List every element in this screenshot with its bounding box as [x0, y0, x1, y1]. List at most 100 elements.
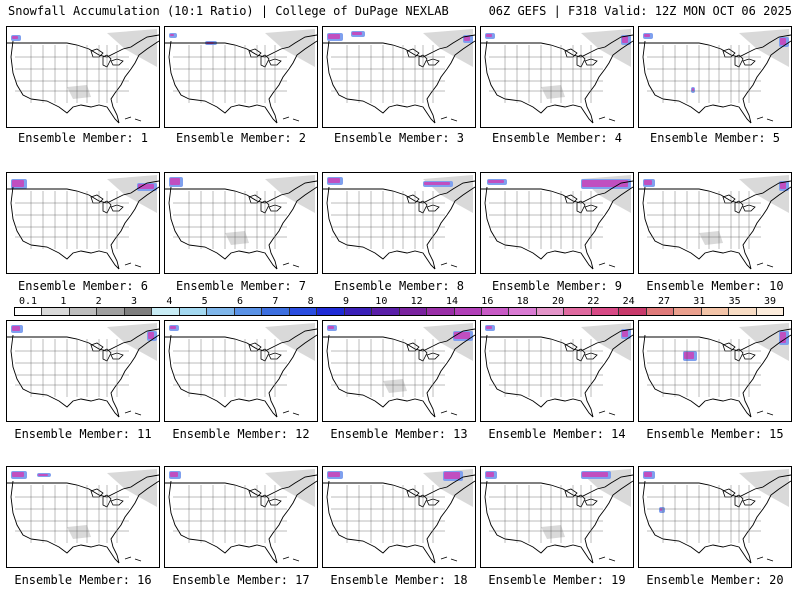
colorbar-tick-label: 24 — [622, 296, 635, 307]
colorbar-swatch — [619, 308, 647, 315]
colorbar-swatch — [674, 308, 702, 315]
ensemble-map-panel — [480, 320, 634, 422]
colorbar-swatch — [701, 308, 730, 315]
colorbar-swatch — [69, 308, 98, 315]
ensemble-map-panel — [322, 172, 476, 274]
conus-map — [323, 469, 475, 564]
ensemble-member-label: Ensemble Member: 8 — [333, 279, 465, 293]
ensemble-map-panel — [164, 172, 318, 274]
ensemble-map-panel — [164, 320, 318, 422]
ensemble-member-label: Ensemble Member: 15 — [646, 427, 784, 441]
colorbar-tick-label: 22 — [587, 296, 600, 307]
conus-map — [7, 469, 159, 564]
colorbar-swatch — [372, 308, 400, 315]
ensemble-member-label: Ensemble Member: 3 — [333, 131, 465, 145]
colorbar-tick-label: 39 — [763, 296, 777, 307]
colorbar-swatch — [42, 308, 70, 315]
colorbar-swatch — [179, 308, 208, 315]
ensemble-member-label: Ensemble Member: 19 — [488, 573, 626, 587]
colorbar-tick-label: 20 — [551, 296, 565, 307]
ensemble-map-panel — [6, 320, 160, 422]
colorbar-tick-label: 2 — [95, 296, 102, 307]
colorbar-swatch — [564, 308, 592, 315]
colorbar-swatch — [427, 308, 455, 315]
colorbar-tick-label: 3 — [130, 296, 138, 307]
colorbar-swatch — [289, 308, 318, 315]
ensemble-member-label: Ensemble Member: 1 — [17, 131, 149, 145]
ensemble-member-label: Ensemble Member: 2 — [175, 131, 307, 145]
conus-map — [323, 29, 475, 124]
conus-map — [639, 175, 791, 270]
colorbar-swatch — [591, 308, 620, 315]
conus-map — [7, 29, 159, 124]
ensemble-map-panel — [164, 466, 318, 568]
ensemble-map-panel — [6, 466, 160, 568]
ensemble-member-label: Ensemble Member: 5 — [649, 131, 781, 145]
colorbar-swatch — [124, 308, 153, 315]
ensemble-map-panel — [480, 466, 634, 568]
colorbar-swatch — [646, 308, 675, 315]
colorbar-swatch — [399, 308, 428, 315]
colorbar-swatch — [509, 308, 537, 315]
colorbar-tick-label: 7 — [272, 296, 279, 307]
colorbar-swatch — [481, 308, 510, 315]
header-title: Snowfall Accumulation (10:1 Ratio) | Col… — [8, 4, 449, 18]
colorbar-swatch — [152, 308, 180, 315]
ensemble-map-panel — [638, 466, 792, 568]
conus-map — [323, 175, 475, 270]
colorbar-tick-label: 9 — [342, 296, 350, 307]
colorbar-swatch — [344, 308, 373, 315]
colorbar-tick-label: 16 — [481, 296, 494, 307]
conus-map — [481, 29, 633, 124]
ensemble-member-label: Ensemble Member: 16 — [14, 573, 152, 587]
header-run-info: 06Z GEFS | F318 Valid: 12Z MON OCT 06 20… — [488, 4, 792, 18]
conus-map — [165, 29, 317, 124]
ensemble-map-panel — [322, 320, 476, 422]
conus-map — [481, 323, 633, 418]
colorbar-tick-label: 35 — [728, 296, 741, 307]
ensemble-map-panel — [480, 172, 634, 274]
colorbar-tick-label: 4 — [166, 296, 173, 307]
colorbar-tick-label: 5 — [201, 296, 208, 307]
conus-map — [639, 469, 791, 564]
ensemble-map-panel — [6, 26, 160, 128]
colorbar-swatch — [454, 308, 482, 315]
ensemble-member-label: Ensemble Member: 6 — [17, 279, 149, 293]
colorbar-tick-label: 10 — [375, 296, 388, 307]
conus-map — [639, 29, 791, 124]
conus-map — [165, 175, 317, 270]
colorbar-swatch — [729, 308, 757, 315]
ensemble-map-panel — [322, 466, 476, 568]
ensemble-map-panel — [164, 26, 318, 128]
colorbar-swatch — [15, 308, 43, 315]
conus-map — [639, 323, 791, 418]
conus-map — [481, 175, 633, 270]
ensemble-map-panel — [6, 172, 160, 274]
conus-map — [323, 323, 475, 418]
colorbar-tick-label: 0.1 — [18, 296, 38, 307]
conus-map — [481, 469, 633, 564]
ensemble-map-panel — [480, 26, 634, 128]
colorbar-tick-label: 18 — [516, 296, 529, 307]
colorbar-swatch — [234, 308, 263, 315]
colorbar-tick-label: 14 — [445, 296, 459, 307]
colorbar-swatch — [207, 308, 235, 315]
ensemble-map-panel — [638, 172, 792, 274]
ensemble-member-label: Ensemble Member: 17 — [172, 573, 310, 587]
colorbar-swatch — [97, 308, 125, 315]
conus-map — [7, 175, 159, 270]
ensemble-member-label: Ensemble Member: 13 — [330, 427, 468, 441]
ensemble-member-label: Ensemble Member: 11 — [14, 427, 152, 441]
colorbar-tick-label: 31 — [693, 296, 706, 307]
ensemble-member-label: Ensemble Member: 12 — [172, 427, 310, 441]
colorbar-tick-label: 6 — [236, 296, 244, 307]
ensemble-member-label: Ensemble Member: 20 — [646, 573, 784, 587]
ensemble-member-label: Ensemble Member: 18 — [330, 573, 468, 587]
colorbar-tick-label: 8 — [307, 296, 314, 307]
ensemble-member-label: Ensemble Member: 9 — [491, 279, 623, 293]
conus-map — [165, 323, 317, 418]
conus-map — [165, 469, 317, 564]
conus-map — [7, 323, 159, 418]
colorbar-tick-label: 1 — [60, 296, 67, 307]
